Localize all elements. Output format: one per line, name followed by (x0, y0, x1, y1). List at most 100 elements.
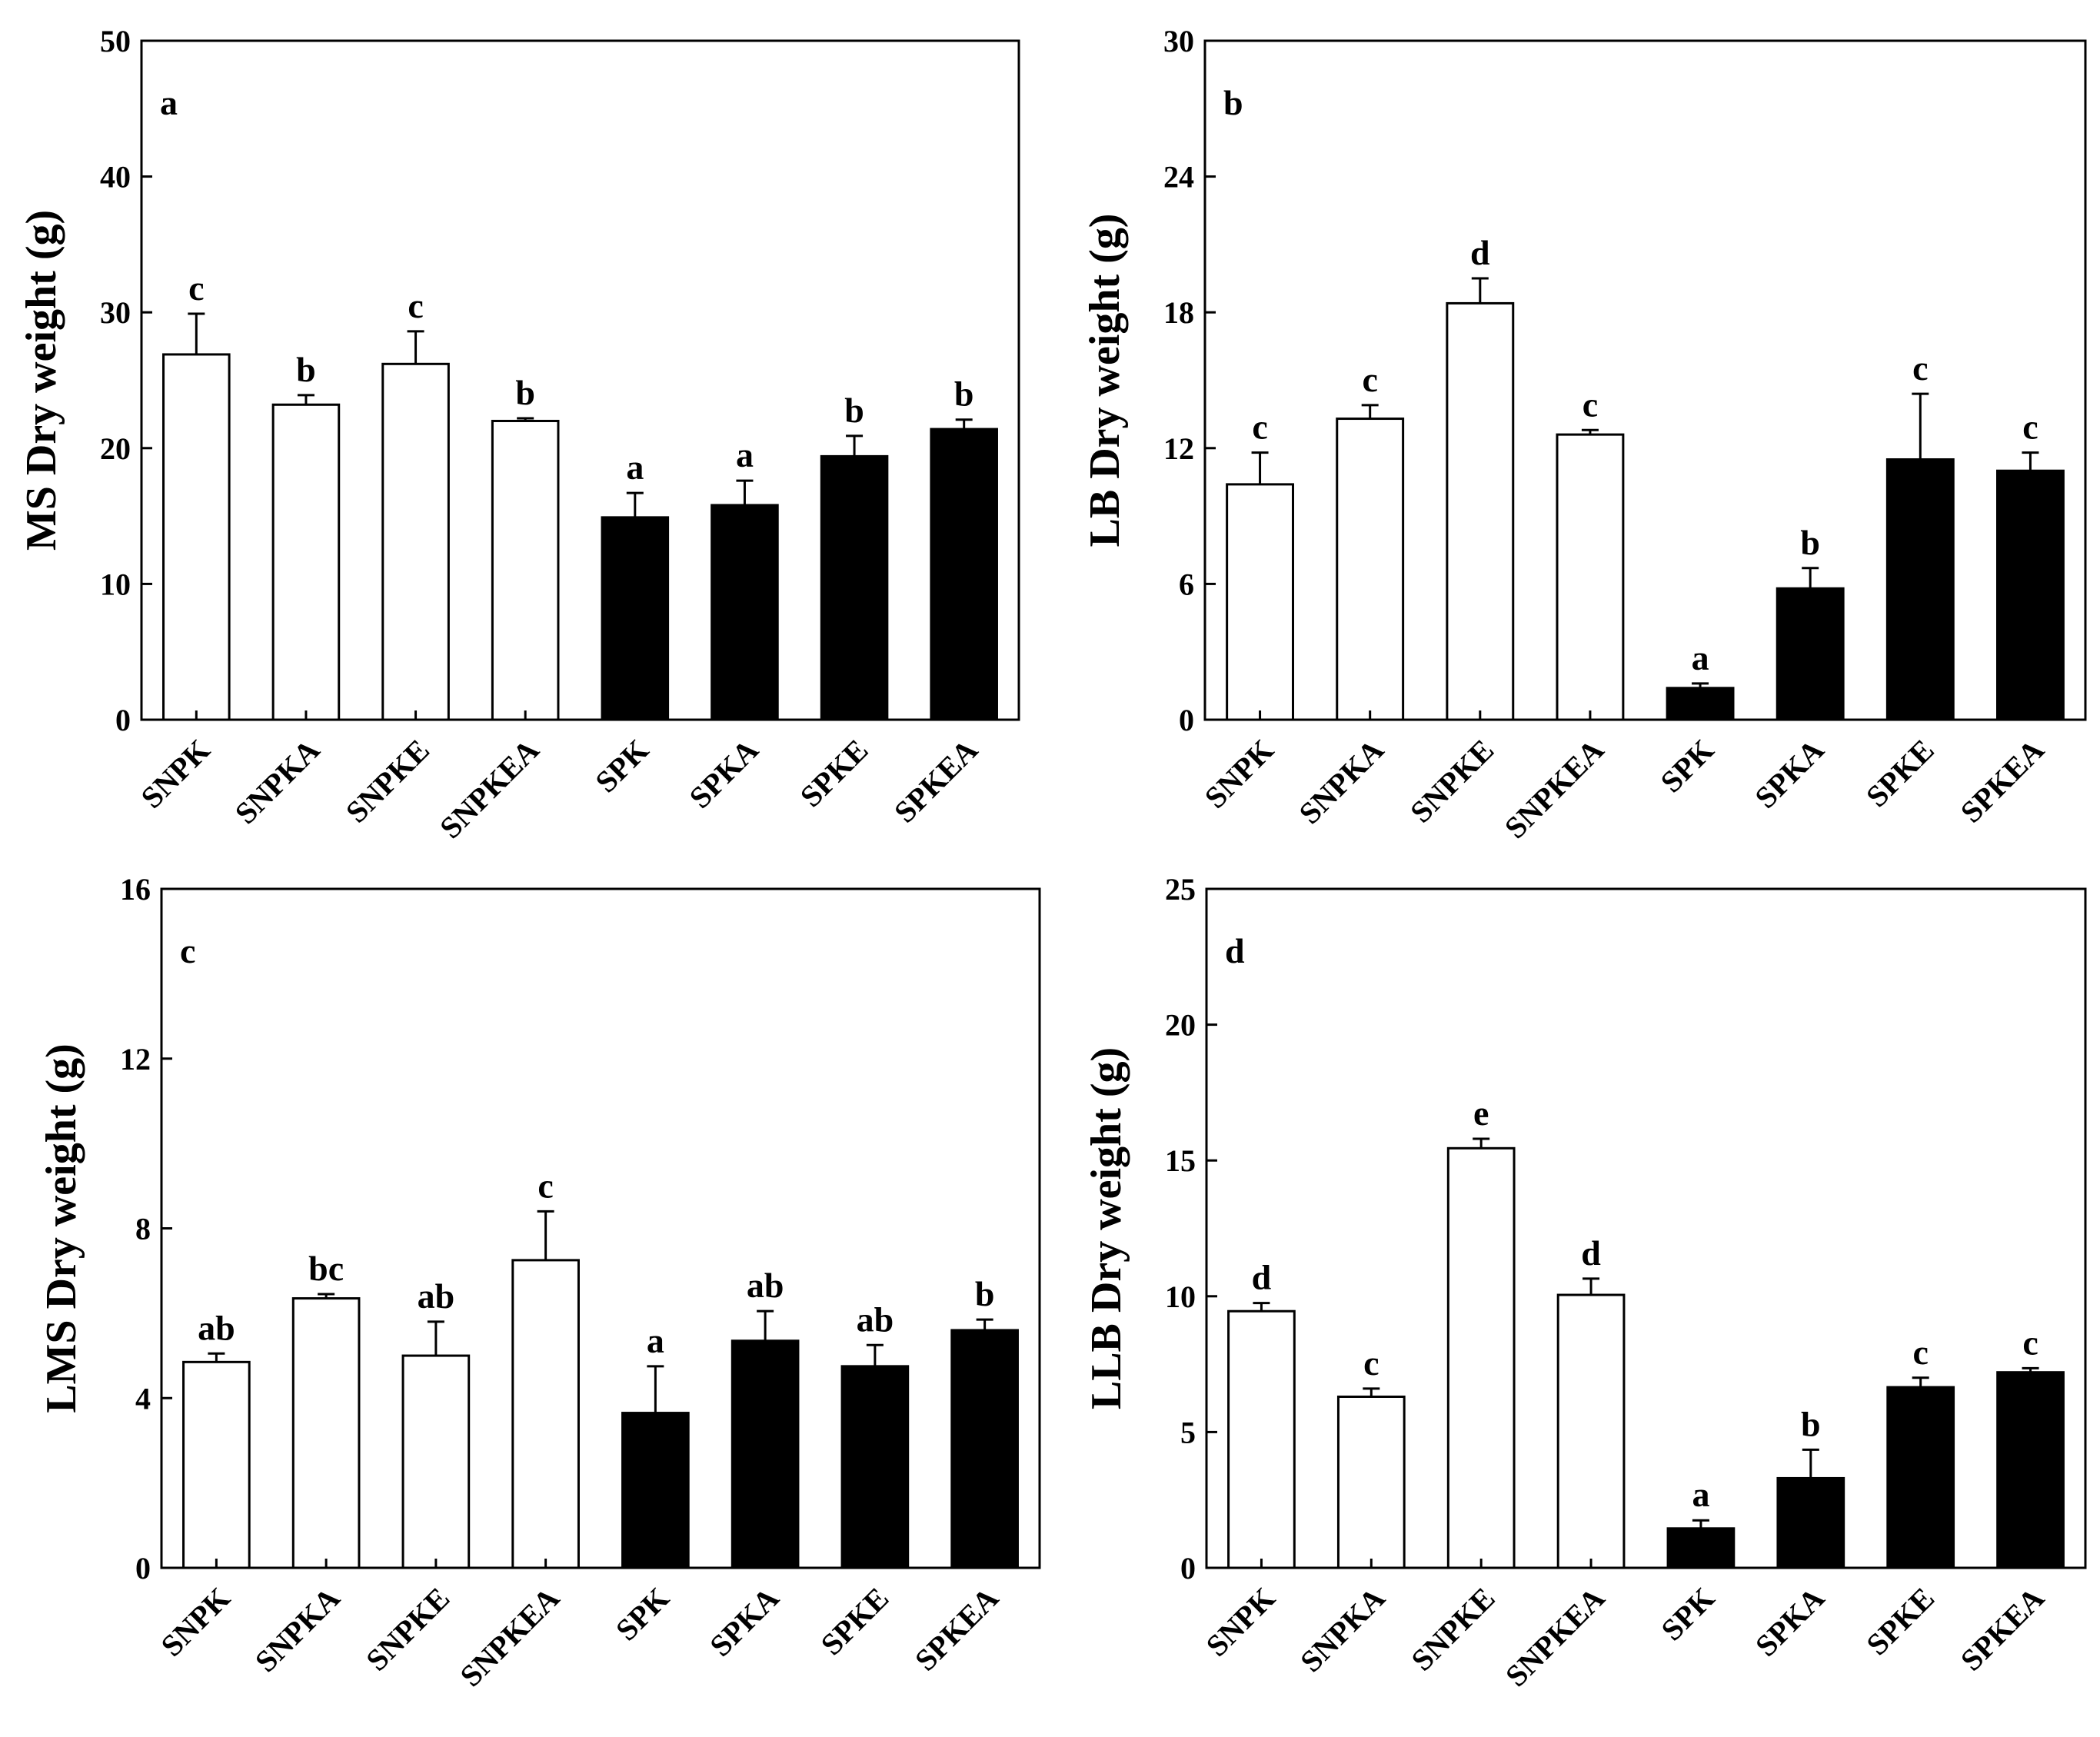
bar-spke (1886, 1386, 1955, 1569)
significance-label: a (626, 448, 644, 487)
y-tick-label: 4 (135, 1381, 151, 1416)
y-tick-label: 50 (100, 24, 131, 58)
significance-label: ab (418, 1276, 455, 1316)
x-tick-label: SPKE (1859, 1581, 1941, 1662)
x-tick-label: SPKE (1859, 733, 1941, 814)
bar-spkea (950, 1329, 1019, 1569)
x-tick-label: SNPKEA (1498, 732, 1611, 845)
y-tick-label: 30 (100, 295, 131, 330)
bar-spke (820, 454, 889, 721)
x-tick-label: SNPK (134, 733, 216, 815)
significance-label: c (1362, 360, 1377, 399)
x-tick-label: SNPKE (359, 1581, 456, 1678)
significance-label: b (1800, 523, 1820, 562)
significance-label: b (1801, 1404, 1821, 1443)
significance-label: a (1692, 1475, 1709, 1514)
bar-spk (621, 1412, 690, 1569)
y-tick-label: 20 (1165, 1008, 1196, 1043)
significance-label: c (1363, 1343, 1379, 1383)
panel-letter: d (1225, 931, 1245, 970)
x-tick-label: SPKE (814, 1581, 896, 1662)
bar-spka (1776, 587, 1845, 721)
x-tick-label: SPK (588, 733, 655, 800)
y-tick-label: 12 (1163, 431, 1194, 466)
y-axis-title: LB Dry weight (g) (1081, 214, 1129, 547)
bar-snpk (1227, 1309, 1296, 1569)
x-tick-label: SPKA (683, 732, 765, 814)
x-tick-label: SNPK (1200, 1581, 1282, 1663)
bar-snpke (1446, 1146, 1516, 1569)
plot-frame (1203, 39, 2087, 721)
y-tick-label: 0 (1180, 1551, 1196, 1586)
bar-snpkea (1556, 433, 1625, 721)
significance-label: ab (747, 1266, 784, 1305)
plot-frame (140, 39, 1020, 721)
bar-snpkea (491, 419, 560, 721)
bar-snpke (1446, 301, 1515, 721)
x-tick-label: SNPKE (1404, 1581, 1501, 1678)
significance-label: c (2022, 1323, 2038, 1362)
significance-label: e (1473, 1093, 1489, 1133)
y-tick-label: 6 (1179, 567, 1194, 601)
significance-label: c (1582, 384, 1598, 424)
x-tick-label: SNPK (1198, 733, 1280, 815)
y-tick-label: 0 (135, 1551, 151, 1586)
significance-label: ab (857, 1299, 894, 1339)
bar-snpka (1336, 418, 1405, 721)
y-tick-label: 16 (120, 872, 151, 907)
x-tick-label: SNPKA (248, 1580, 347, 1679)
y-axis-title: MS Dry weight (g) (18, 210, 65, 551)
significance-label: c (188, 268, 204, 308)
y-axis-title: LLB Dry weight (g) (1083, 1047, 1130, 1409)
bar-snpkea (1556, 1293, 1626, 1569)
bar-snpka (291, 1297, 361, 1569)
y-tick-label: 10 (1165, 1279, 1196, 1314)
x-tick-label: SPKA (1748, 732, 1830, 814)
y-tick-label: 18 (1163, 295, 1194, 330)
panel-letter: b (1223, 83, 1243, 122)
significance-label: b (975, 1274, 995, 1313)
x-tick-label: SPK (609, 1581, 676, 1648)
significance-label: a (1692, 638, 1709, 677)
significance-label: ab (198, 1308, 235, 1347)
bar-snpkea (511, 1259, 580, 1569)
bar-snpke (381, 362, 450, 721)
x-tick-label: SNPKEA (453, 1580, 566, 1693)
x-tick-label: SNPKEA (1499, 1580, 1612, 1693)
significance-label: a (647, 1321, 664, 1360)
bar-snpke (401, 1354, 471, 1569)
significance-label: b (844, 391, 864, 430)
y-tick-label: 20 (100, 431, 131, 466)
bar-spka (731, 1339, 800, 1569)
x-tick-label: SNPK (154, 1581, 236, 1663)
panel-letter: c (180, 931, 195, 970)
y-tick-label: 8 (135, 1212, 151, 1246)
significance-label: d (1470, 233, 1490, 272)
y-tick-label: 10 (100, 567, 131, 601)
x-tick-label: SNPKE (1403, 733, 1500, 830)
x-tick-label: SPKA (1749, 1580, 1831, 1662)
significance-label: c (2022, 408, 2038, 447)
significance-label: d (1581, 1233, 1601, 1273)
x-tick-label: SPKEA (908, 1580, 1005, 1677)
x-tick-label: SNPKA (1292, 732, 1390, 830)
significance-label: c (537, 1166, 553, 1205)
bar-spka (711, 504, 779, 721)
y-tick-label: 0 (1179, 703, 1194, 737)
panel-b: 0 6 12 18 24 30 LB Dry weight (g) b c SNPK c SNPKA d… (1081, 24, 2087, 845)
y-tick-label: 30 (1163, 24, 1194, 58)
bar-spke (1885, 458, 1955, 721)
x-tick-label: SNPKA (228, 732, 327, 830)
x-tick-label: SPKEA (1954, 1580, 2051, 1677)
bar-snpka (271, 403, 341, 721)
bar-spkea (930, 428, 998, 721)
bar-snpk (182, 1360, 251, 1569)
y-tick-label: 25 (1165, 872, 1196, 907)
bar-spka (1776, 1476, 1845, 1569)
panel-a: 0 10 20 30 40 50 MS Dry weight (g) a c SNPK b SNPKA… (18, 24, 1020, 845)
x-tick-label: SPKEA (1954, 732, 2051, 829)
x-tick-label: SNPKEA (433, 732, 546, 845)
y-tick-label: 5 (1180, 1415, 1196, 1449)
